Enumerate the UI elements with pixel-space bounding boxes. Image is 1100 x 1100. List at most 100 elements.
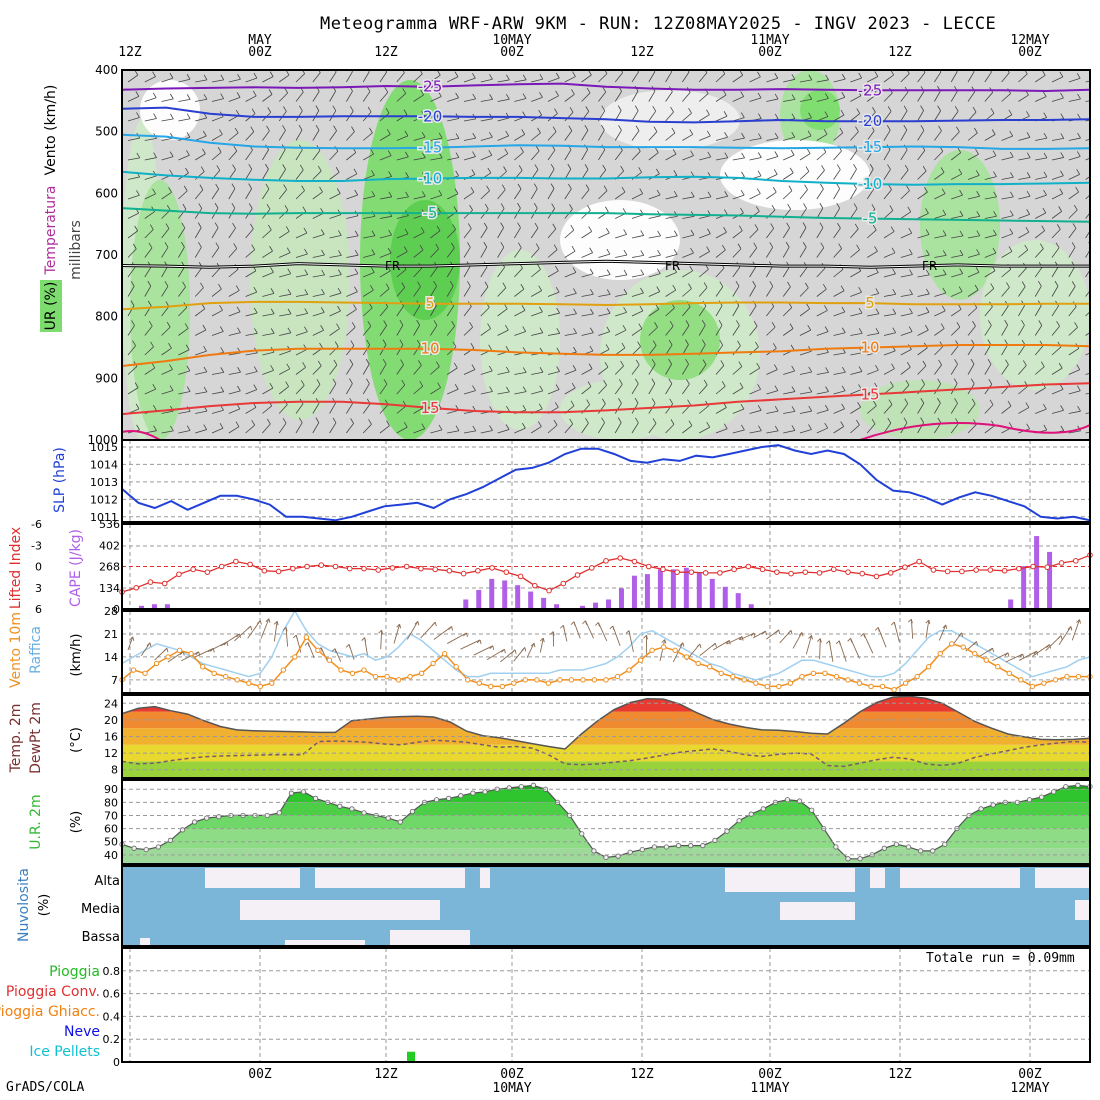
wind-barb: [883, 293, 896, 297]
wind-barb-flag: [808, 424, 812, 430]
wind-barb: [228, 227, 236, 239]
wind-barb-flag: [992, 247, 997, 254]
wind-barb-flag: [573, 308, 577, 314]
wind-barb: [262, 188, 270, 200]
wind-barb: [194, 267, 203, 278]
wind-barb: [396, 72, 405, 83]
wind-barb: [648, 215, 661, 219]
wind-barb: [799, 189, 808, 200]
lifted-index-point: [873, 573, 880, 580]
wind-barb: [615, 293, 628, 297]
wind-direction-arrow: [752, 630, 766, 639]
wind-barb: [1001, 405, 1012, 414]
wind-barb: [547, 149, 556, 161]
wind-barb: [362, 383, 370, 395]
wind-barb-flag: [621, 342, 626, 349]
wind-barb: [279, 368, 290, 375]
wind-barb: [195, 429, 207, 434]
bottom-axis-label: 12Z: [630, 1067, 654, 1082]
wind-barb-flag: [808, 386, 813, 393]
wind-barb-flag: [169, 169, 173, 175]
wind-barb-flag: [186, 94, 191, 100]
wind-barb-flag: [420, 89, 424, 96]
wind-barb: [346, 383, 353, 395]
wind-barb-flag: [757, 71, 761, 78]
wind-barb: [530, 132, 541, 141]
rh-point: [675, 843, 682, 849]
wind-barb: [866, 111, 876, 122]
wind10-point: [234, 677, 240, 683]
wind-barb-flag: [976, 230, 981, 236]
precip-tick: 0.8: [103, 965, 121, 978]
wind-barb-flag: [703, 379, 708, 386]
wind-barb: [530, 227, 539, 239]
wind-barb: [1085, 157, 1090, 161]
wind-barb: [379, 344, 387, 356]
wind-barb-flag: [668, 339, 673, 346]
wind-barb: [749, 367, 760, 375]
slp-tick: 1014: [90, 458, 118, 471]
wind-barb-flag: [203, 366, 208, 373]
wind-barb-flag: [186, 74, 191, 80]
wind-barb: [581, 422, 589, 434]
wind-barb: [278, 130, 286, 141]
lifted-index-point: [389, 565, 396, 571]
wind-barb-flag: [1009, 130, 1014, 137]
wind-direction-arrowhead: [1004, 652, 1010, 657]
rh-point: [446, 795, 452, 801]
rh-point: [639, 846, 645, 853]
wind-direction-arrowhead: [908, 618, 913, 624]
wind-barb: [329, 171, 340, 180]
wind-barb-flag: [908, 248, 913, 255]
wind-barb-flag: [590, 288, 594, 295]
wind-barb: [665, 215, 678, 219]
wind-barb: [547, 291, 560, 297]
wind-barb-flag: [371, 190, 376, 197]
wind-barb: [833, 390, 846, 395]
wind-barb: [228, 248, 238, 258]
wind-barb: [312, 170, 322, 180]
wind-barb-flag: [925, 229, 930, 235]
wind-barb-flag: [724, 172, 729, 178]
wind-barb: [967, 215, 980, 219]
wind-barb: [480, 430, 493, 434]
wind-barb: [127, 157, 140, 161]
wind-barb-flag: [405, 191, 409, 198]
wind-barb: [766, 390, 779, 395]
lifted-index-point: [830, 566, 837, 573]
wind-barb: [749, 138, 762, 141]
wind10-point: [637, 657, 644, 663]
wind-barb: [480, 328, 491, 336]
wind-barb-flag: [841, 385, 846, 391]
wind10-point: [499, 683, 505, 690]
wind-barb-flag: [149, 224, 154, 230]
wind-barb-flag: [568, 125, 573, 131]
wind-barb: [396, 426, 408, 434]
wind10-point: [891, 687, 897, 693]
wind-barb: [312, 403, 320, 414]
wind-barb-flag: [590, 308, 594, 315]
wind-barb: [262, 94, 273, 102]
wind-barb: [211, 391, 224, 395]
wind-barb-flag: [639, 305, 644, 312]
wind10-point: [937, 650, 943, 657]
wind-barb-flag: [1021, 281, 1026, 287]
wind-barb-flag: [1026, 191, 1031, 197]
rh-band: [122, 785, 1090, 790]
wind-barb: [1068, 286, 1076, 297]
wind-barb-flag: [335, 167, 340, 173]
wind-barb: [1068, 326, 1078, 336]
wind-barb-flag: [421, 191, 426, 197]
wind-barb-flag: [856, 108, 861, 114]
wind-barb-flag: [825, 93, 829, 99]
wind-barb-flag: [836, 202, 841, 209]
wind-barb: [346, 173, 358, 180]
wind-direction-arrowhead: [539, 637, 545, 643]
wind-barb: [178, 349, 190, 356]
wind10-point: [418, 670, 425, 677]
isotherm-label: -25: [858, 81, 883, 99]
wind-direction-arrowhead: [661, 639, 667, 644]
wind-direction-arrow: [320, 647, 328, 662]
lifted-index-point: [845, 569, 851, 575]
wind-barb: [1085, 249, 1090, 258]
